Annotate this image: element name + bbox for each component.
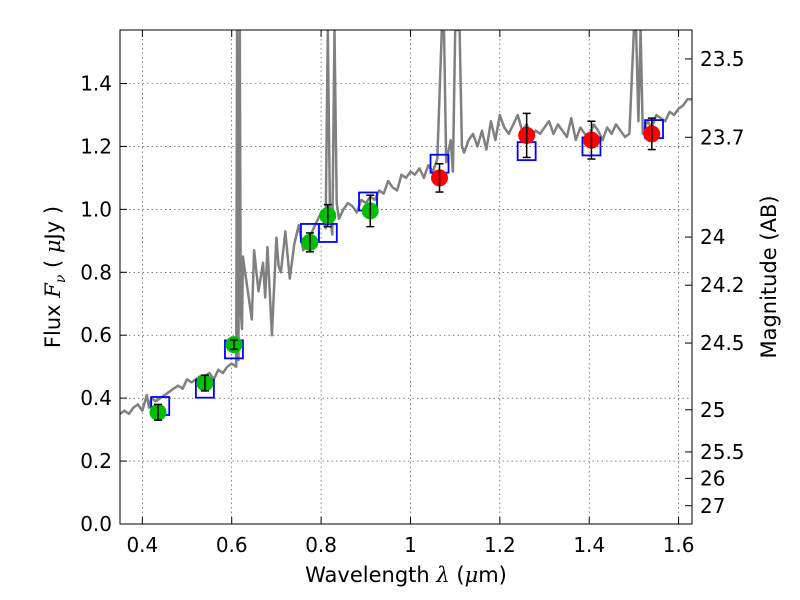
- y-tick-label: 1.2: [80, 134, 112, 158]
- data-layer: [120, 30, 692, 421]
- spectrum-line: [120, 30, 692, 416]
- x-tick-label: 1.2: [484, 533, 516, 557]
- grid-lines: [120, 30, 692, 525]
- x-tick-label: 0.4: [126, 533, 158, 557]
- y-tick-label: 0.8: [80, 260, 112, 284]
- x-tick-label: 1.6: [663, 533, 695, 557]
- y-tick-label: 0.0: [80, 512, 112, 536]
- y2-tick-label: 24: [700, 225, 725, 249]
- y2-tick-label: 27: [700, 494, 725, 518]
- y-tick-label: 1.4: [80, 71, 112, 95]
- x-tick-label: 1: [404, 533, 417, 557]
- y2-tick-label: 24.2: [700, 273, 745, 297]
- y-tick-label: 0.6: [80, 323, 112, 347]
- y2-tick-label: 25.5: [700, 440, 745, 464]
- y-tick-label: 0.4: [80, 386, 112, 410]
- y2-axis-label: Magnitude (AB): [757, 195, 781, 358]
- x-axis-label: Wavelength λ (μm): [305, 563, 507, 587]
- y-axis-label: Flux Fν ( μJy ): [41, 206, 69, 348]
- x-tick-label: 1.4: [573, 533, 605, 557]
- y2-tick-label: 26: [700, 466, 725, 490]
- y2-tick-label: 24.5: [700, 331, 745, 355]
- axis-ticks: 0.4 0.6 0.8 1 1.2 1.4 1.6 0.0 0.2 0.4 0.6 0.8 1.0 1.2…: [80, 30, 745, 557]
- y2-tick-label: 25: [700, 398, 725, 422]
- y2-tick-label: 23.5: [700, 47, 745, 71]
- x-tick-label: 0.8: [305, 533, 337, 557]
- y-tick-label: 1.0: [80, 197, 112, 221]
- y2-tick-label: 23.7: [700, 125, 745, 149]
- y-tick-label: 0.2: [80, 449, 112, 473]
- x-tick-label: 0.6: [216, 533, 248, 557]
- plot-frame: [119, 29, 693, 525]
